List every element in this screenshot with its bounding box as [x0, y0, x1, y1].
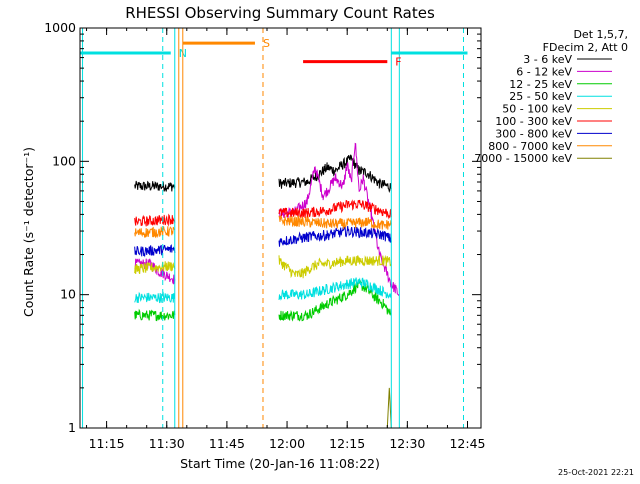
x-tick-label: 11:45 — [209, 436, 245, 451]
x-tick-label: 12:45 — [449, 436, 485, 451]
plot-area: NS F — [80, 28, 468, 429]
x-tick-label: 11:15 — [89, 436, 125, 451]
series-2 — [134, 279, 392, 322]
annotation-label: S — [263, 37, 270, 50]
series-line — [134, 254, 392, 279]
legend-label: 12 - 25 keV — [509, 78, 572, 91]
info-line-2: FDecim 2, Att 0 — [543, 41, 628, 54]
series-5 — [134, 199, 392, 227]
y-tick-label: 1 — [68, 420, 76, 435]
annotation-F: F — [303, 56, 402, 69]
plot-frame — [79, 27, 482, 429]
series-0 — [134, 154, 392, 193]
x-tick-label: 12:00 — [269, 436, 305, 451]
y-axis-label: Count Rate (s⁻¹ detector⁻¹) — [21, 147, 36, 317]
annotation-N: N — [80, 28, 464, 428]
y-tick-label: 1000 — [44, 20, 76, 35]
series-line — [134, 199, 392, 227]
series-line — [386, 387, 392, 429]
series-line — [134, 154, 392, 193]
series-8 — [386, 387, 392, 429]
series-line — [134, 215, 392, 239]
series-line — [134, 279, 392, 322]
legend-label: 800 - 7000 keV — [488, 140, 572, 153]
legend-label: 25 - 50 keV — [509, 90, 572, 103]
annotation-S: S — [178, 28, 270, 428]
series-3 — [134, 277, 392, 304]
legend-label: 50 - 100 keV — [502, 103, 572, 116]
legend-label: 300 - 800 keV — [495, 127, 572, 140]
series-6 — [134, 225, 392, 258]
legend-label: 6 - 12 keV — [516, 65, 572, 78]
series-line — [134, 225, 392, 258]
series-4 — [134, 254, 392, 279]
x-tick-label: 12:30 — [389, 436, 425, 451]
series-line — [134, 277, 392, 304]
x-tick-label: 11:30 — [149, 436, 185, 451]
y-tick-label: 100 — [52, 153, 76, 168]
x-axis-label: Start Time (20-Jan-16 11:08:22) — [180, 456, 380, 471]
chart-title: RHESSI Observing Summary Count Rates — [125, 4, 435, 22]
series-7 — [134, 215, 392, 239]
info-line-1: Det 1,5,7, — [573, 28, 628, 41]
x-tick-label: 12:15 — [329, 436, 365, 451]
y-tick-label: 10 — [60, 287, 76, 302]
legend-label: 3 - 6 keV — [523, 53, 572, 66]
footer-timestamp: 25-Oct-2021 22:21 — [558, 468, 634, 477]
annotation-label: F — [395, 56, 401, 69]
legend-label: 100 - 300 keV — [495, 115, 572, 128]
legend-label: 7000 - 15000 keV — [474, 152, 572, 165]
